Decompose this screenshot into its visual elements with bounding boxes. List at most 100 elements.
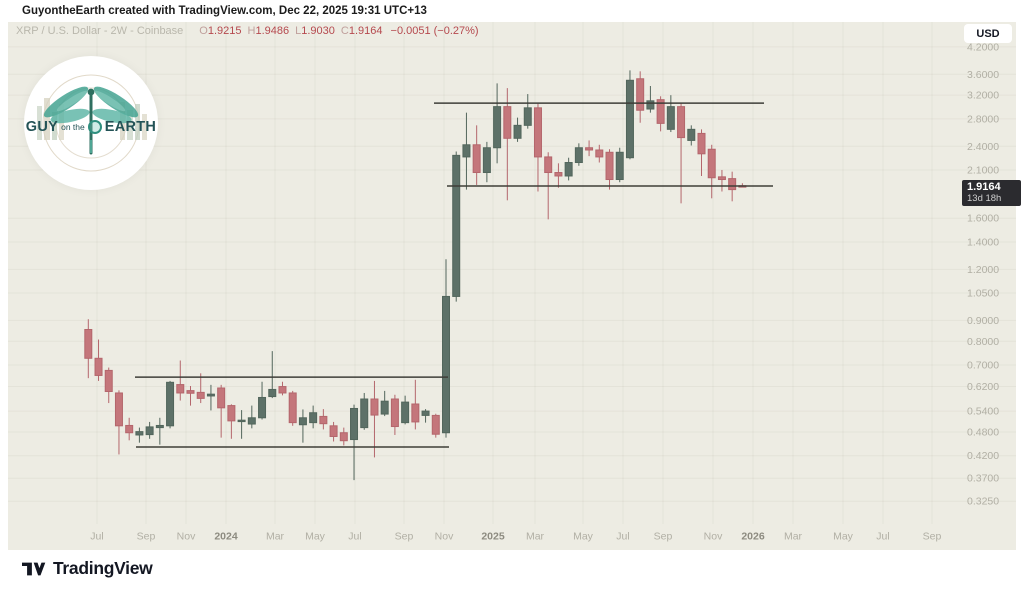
time-tick-label: Sep: [137, 531, 156, 543]
candle[interactable]: [421, 409, 430, 423]
candle[interactable]: [350, 404, 359, 481]
candle[interactable]: [513, 117, 522, 142]
candle[interactable]: [104, 367, 113, 404]
candle[interactable]: [196, 373, 205, 404]
candle[interactable]: [145, 421, 154, 439]
candle[interactable]: [482, 141, 491, 183]
price-tick-label: 2.8000: [967, 113, 999, 125]
candle-body: [677, 106, 686, 139]
candle[interactable]: [258, 381, 267, 420]
price-tick-label: 0.4200: [967, 450, 999, 462]
time-axis[interactable]: Jul Sep Nov 2024 Mar May Jul Sep Nov 2025 Mar May Ju…: [90, 531, 941, 543]
candle[interactable]: [217, 384, 226, 438]
candle[interactable]: [125, 417, 134, 441]
candle-body: [268, 388, 277, 398]
candle[interactable]: [462, 112, 471, 190]
candle[interactable]: [656, 96, 665, 132]
currency-toggle-button[interactable]: USD: [964, 24, 1012, 43]
time-tick-label: Jul: [616, 531, 629, 543]
candle-body: [452, 154, 461, 297]
time-tick-label: May: [833, 531, 854, 543]
candle[interactable]: [452, 151, 461, 302]
candle[interactable]: [268, 351, 277, 399]
candle[interactable]: [411, 379, 420, 430]
grid-lines: [8, 22, 1016, 524]
candle-body: [442, 295, 450, 434]
tradingview-branding[interactable]: TradingView: [22, 558, 153, 579]
candle[interactable]: [288, 390, 297, 426]
candle[interactable]: [370, 380, 379, 458]
candle[interactable]: [339, 427, 348, 446]
open-label: O: [199, 25, 208, 37]
candle[interactable]: [625, 70, 634, 160]
candle[interactable]: [360, 392, 369, 430]
price-tick-label: 1.2000: [967, 264, 999, 276]
high-value: 1.9486: [255, 25, 290, 37]
candle-body: [666, 106, 675, 130]
candle[interactable]: [329, 421, 338, 442]
candle[interactable]: [442, 259, 450, 438]
candle[interactable]: [206, 384, 215, 411]
candle[interactable]: [247, 405, 256, 429]
candle-body: [431, 414, 440, 435]
candle[interactable]: [493, 83, 502, 164]
time-tick-label: Mar: [526, 531, 545, 543]
time-tick-label: May: [573, 531, 594, 543]
candle[interactable]: [227, 404, 236, 439]
time-tick-label: Mar: [784, 531, 803, 543]
candle[interactable]: [309, 405, 318, 429]
candle[interactable]: [155, 417, 164, 445]
candle[interactable]: [114, 390, 123, 455]
candle[interactable]: [503, 88, 512, 201]
candle-body: [574, 147, 583, 164]
candle[interactable]: [533, 103, 542, 192]
candle[interactable]: [717, 169, 726, 192]
time-tick-label: Sep: [395, 531, 414, 543]
candle[interactable]: [298, 409, 307, 443]
candle[interactable]: [574, 143, 583, 166]
candle[interactable]: [390, 394, 399, 435]
candle[interactable]: [585, 140, 594, 157]
candle[interactable]: [84, 319, 93, 379]
candle[interactable]: [94, 339, 103, 381]
candle[interactable]: [237, 410, 246, 439]
candle[interactable]: [564, 157, 573, 181]
price-axis[interactable]: 4.2000 3.6000 3.2000 2.8000 2.4000 2.1000 1.60…: [967, 41, 999, 507]
candle[interactable]: [666, 95, 675, 133]
candle[interactable]: [401, 395, 410, 425]
candle[interactable]: [646, 85, 655, 113]
candle[interactable]: [636, 71, 645, 123]
close-label: C: [340, 25, 349, 37]
candle[interactable]: [677, 103, 686, 204]
candle[interactable]: [431, 413, 440, 438]
candle-body: [513, 124, 522, 139]
candle-body: [370, 398, 379, 416]
candle-body: [554, 172, 563, 177]
candle-body: [196, 391, 205, 399]
candle[interactable]: [380, 390, 389, 417]
candle-body: [646, 100, 655, 110]
candle[interactable]: [605, 149, 614, 190]
high-label: H: [247, 25, 256, 37]
candle[interactable]: [615, 147, 624, 183]
candle[interactable]: [176, 360, 185, 401]
candle[interactable]: [707, 144, 716, 199]
candle[interactable]: [166, 380, 175, 429]
candle[interactable]: [523, 94, 532, 129]
candle[interactable]: [278, 381, 287, 396]
candle[interactable]: [554, 163, 563, 188]
candle[interactable]: [687, 125, 696, 146]
price-tick-label: 1.4000: [967, 236, 999, 248]
price-tick-label: 0.4800: [967, 426, 999, 438]
candle[interactable]: [595, 144, 604, 163]
candle-body: [186, 390, 195, 394]
candle[interactable]: [135, 427, 144, 443]
symbol-title[interactable]: XRP / U.S. Dollar - 2W - Coinbase: [16, 25, 184, 37]
candle[interactable]: [319, 409, 328, 430]
candle[interactable]: [472, 125, 481, 185]
globe-icon: [87, 120, 102, 134]
candle[interactable]: [186, 385, 195, 406]
candle[interactable]: [697, 129, 706, 176]
watermark-word-onthe: on the: [61, 122, 85, 132]
